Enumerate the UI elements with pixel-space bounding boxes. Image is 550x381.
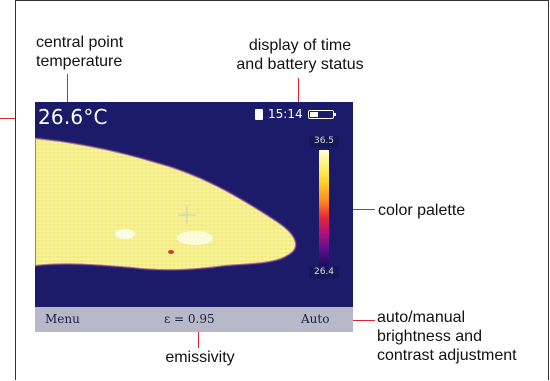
palette-min-label: 26.4 xyxy=(309,267,339,279)
frame-lead-line xyxy=(0,118,15,119)
hot-point-marker xyxy=(168,250,174,254)
callout-color-palette: color palette xyxy=(378,202,466,219)
palette-gradient xyxy=(319,150,329,266)
callout-line-emissivity xyxy=(198,330,199,348)
hot-spot xyxy=(115,229,135,239)
sd-card-icon xyxy=(255,108,263,120)
callout-line-central-temp xyxy=(67,74,68,106)
callout-emissivity: emissivity xyxy=(165,349,235,366)
thermal-image xyxy=(35,102,353,332)
emissivity-value: ε = 0.95 xyxy=(164,312,215,326)
auto-button[interactable]: Auto xyxy=(301,312,330,326)
frame-border xyxy=(15,0,549,380)
hand-heat-region xyxy=(35,138,297,271)
hot-spot xyxy=(177,231,213,245)
callout-auto-manual: auto/manual brightness and contrast adju… xyxy=(377,309,517,364)
callout-time-battery: display of time and battery status xyxy=(236,37,364,73)
crosshair-icon xyxy=(178,206,196,224)
callout-line-time xyxy=(298,78,299,106)
palette-max-label: 36.5 xyxy=(309,136,339,148)
menu-button[interactable]: Menu xyxy=(45,312,80,326)
soft-key-bar: Menu ε = 0.95 Auto xyxy=(35,307,353,332)
callout-central-point-temperature: central point temperature xyxy=(36,34,124,70)
hand-heat-edge xyxy=(35,136,298,272)
battery-icon xyxy=(307,109,336,119)
thermal-screen: 26.6°C 15:14 36.5 26.4 Menu ε = 0.95 Aut… xyxy=(35,102,353,332)
time-display: 15:14 xyxy=(268,107,303,121)
status-area: 15:14 xyxy=(255,104,336,124)
color-palette: 36.5 26.4 xyxy=(309,136,339,279)
battery-level-fill xyxy=(309,111,318,117)
center-temperature: 26.6°C xyxy=(38,105,108,129)
